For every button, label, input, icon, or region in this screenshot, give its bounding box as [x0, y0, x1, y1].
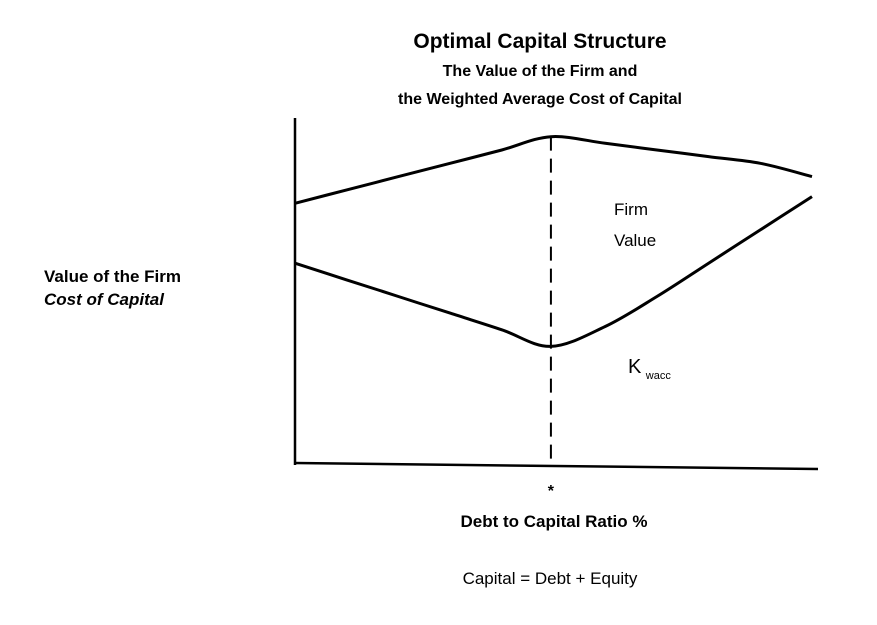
optimal-marker: * — [548, 483, 555, 500]
chart-subtitle-line-1: The Value of the Firm and — [443, 63, 638, 80]
series-label-kwacc: K wacc — [628, 356, 671, 382]
x-axis — [294, 461, 819, 471]
series-line-kwacc — [294, 195, 813, 348]
chart-title: Optimal Capital Structure — [413, 30, 666, 53]
y-axis-label-line-2: Cost of Capital — [44, 290, 165, 309]
series-label-kwacc-main: K — [628, 356, 642, 378]
chart-subtitle-line-2: the Weighted Average Cost of Capital — [398, 91, 682, 108]
footnote: Capital = Debt + Equity — [463, 569, 638, 588]
series-label-firm-line-1: Firm — [614, 200, 648, 219]
series-label-firm-line-2: Value — [614, 231, 656, 250]
series-label-kwacc-sub: wacc — [645, 370, 672, 382]
y-axis-label-line-1: Value of the Firm — [44, 267, 181, 286]
x-axis-label: Debt to Capital Ratio % — [460, 512, 647, 531]
series-line-firm-value — [294, 135, 813, 205]
